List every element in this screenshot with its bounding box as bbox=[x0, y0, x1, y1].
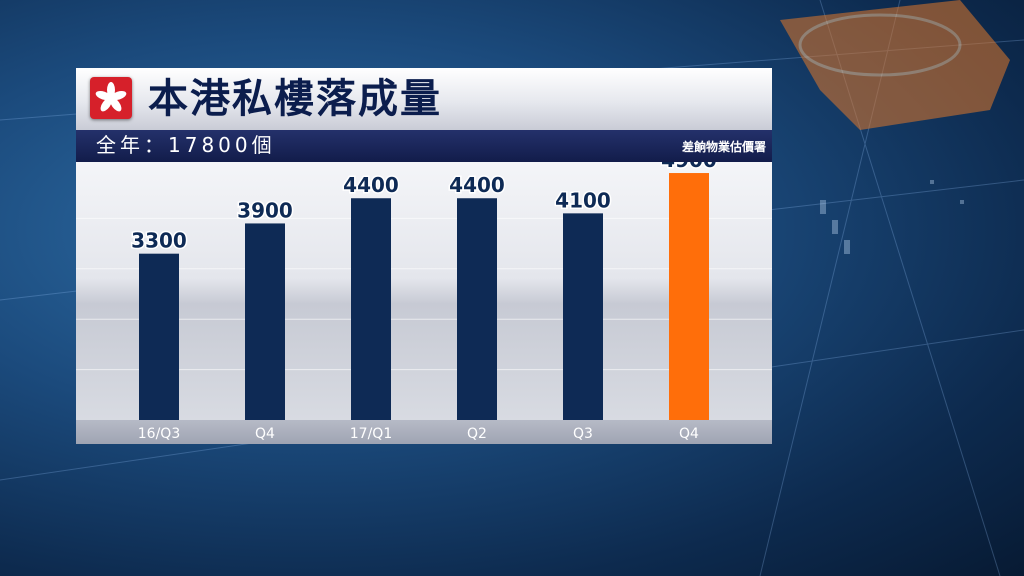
bar-4 bbox=[457, 198, 497, 420]
value-label: 4400 bbox=[449, 173, 505, 197]
gridlines bbox=[76, 217, 772, 371]
bar-5 bbox=[563, 213, 603, 420]
x-tick-label: 16/Q3 bbox=[138, 426, 180, 442]
value-label: 4100 bbox=[555, 188, 611, 212]
x-tick-label: 17/Q1 bbox=[350, 426, 392, 442]
value-label: 3300 bbox=[131, 229, 187, 253]
x-tick-labels: 16/Q3 Q4 17/Q1 Q2 Q3 Q4 bbox=[138, 426, 699, 442]
hong-kong-flag-icon bbox=[90, 77, 132, 119]
value-label: 3900 bbox=[237, 198, 293, 222]
chart-area: 3300 3900 4400 4400 4100 4900 16/Q3 Q4 17/Q1 Q2 Q… bbox=[76, 162, 772, 444]
subtitle-bar: 全年：17800個 差餉物業估價署 bbox=[76, 130, 772, 162]
source-label: 差餉物業估價署 bbox=[681, 140, 766, 154]
x-tick-label: Q2 bbox=[467, 426, 487, 442]
bar-3 bbox=[351, 198, 391, 420]
bar-6 bbox=[669, 173, 709, 420]
chart-panel: 本港私樓落成量 全年：17800個 差餉物業估價署 bbox=[76, 68, 772, 444]
title-bar: 本港私樓落成量 bbox=[76, 68, 772, 130]
value-label: 4900 bbox=[661, 162, 717, 172]
bar-2 bbox=[245, 223, 285, 420]
plot-background bbox=[76, 162, 772, 420]
x-axis-band bbox=[76, 420, 772, 444]
page-title: 本港私樓落成量 bbox=[148, 76, 442, 122]
bars-group bbox=[139, 173, 709, 420]
value-labels: 3300 3900 4400 4400 4100 4900 bbox=[130, 162, 719, 254]
value-label: 4400 bbox=[343, 173, 399, 197]
annual-total-label: 全年：17800個 bbox=[96, 133, 276, 157]
x-tick-label: Q4 bbox=[679, 426, 699, 442]
bar-chart: 3300 3900 4400 4400 4100 4900 16/Q3 Q4 17/Q1 Q2 Q… bbox=[76, 162, 772, 444]
x-tick-label: Q4 bbox=[255, 426, 275, 442]
bar-1 bbox=[139, 253, 179, 420]
x-tick-label: Q3 bbox=[573, 426, 593, 442]
